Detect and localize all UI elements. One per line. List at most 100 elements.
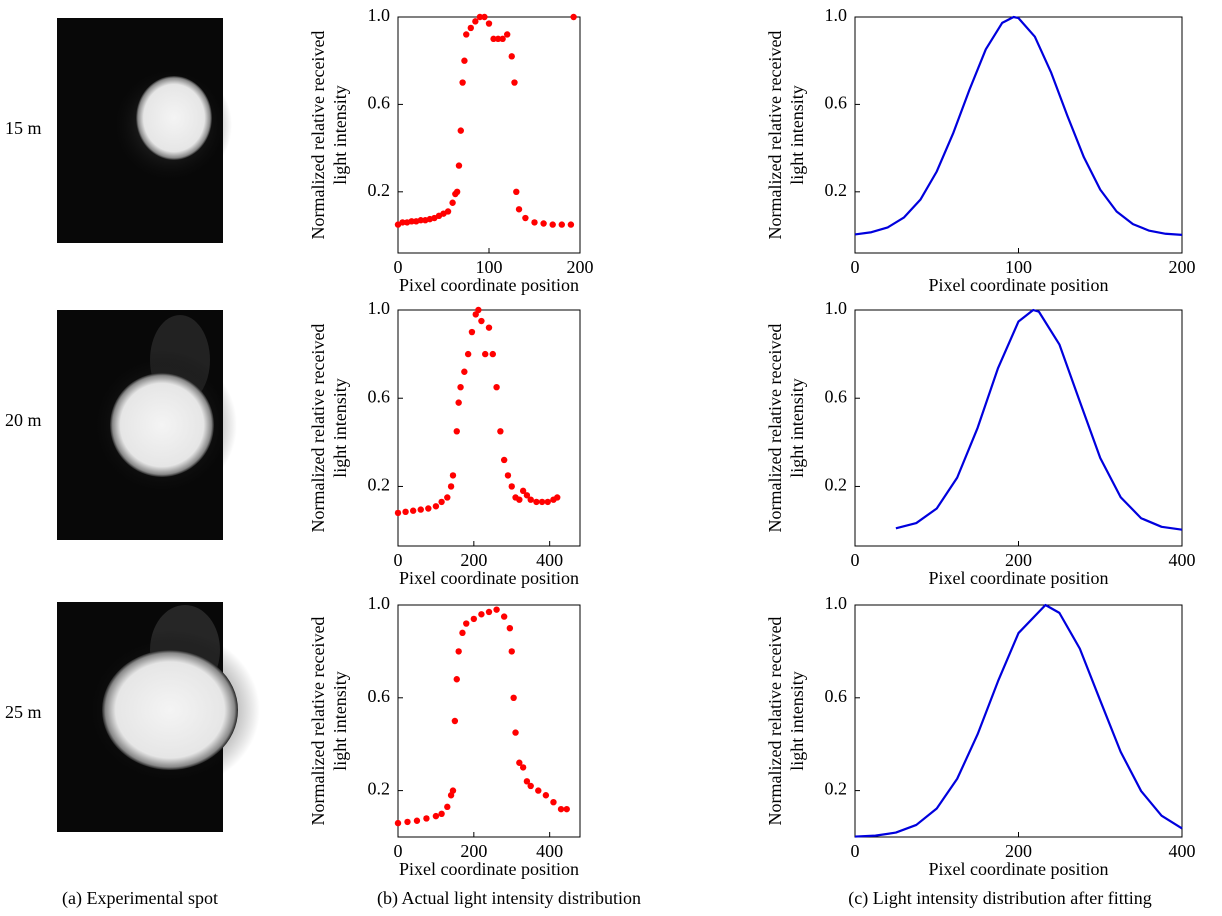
data-point [542, 792, 550, 799]
data-point [449, 472, 457, 479]
data-point [470, 615, 478, 623]
x-axis-label: Pixel coordinate position [929, 275, 1109, 295]
x-axis-label: Pixel coordinate position [929, 859, 1109, 879]
y-axis-label: Normalized relative received [765, 617, 785, 826]
data-point [519, 764, 527, 771]
x-tick-label: 200 [1169, 257, 1196, 277]
data-point [538, 498, 546, 506]
data-point [423, 815, 430, 822]
data-point [500, 613, 508, 620]
data-point [490, 35, 497, 43]
y-tick-label: 0.6 [368, 386, 391, 406]
row-label: 20 m [5, 410, 42, 430]
caption: (c) Light intensity distribution after f… [848, 888, 1151, 909]
data-point [478, 317, 485, 325]
data-point [523, 778, 531, 785]
data-point [497, 428, 504, 435]
data-point [457, 127, 464, 134]
y-axis-label: light intensity [330, 85, 350, 185]
data-point [394, 819, 402, 827]
data-point [409, 507, 417, 514]
data-point [485, 324, 493, 331]
data-point [444, 494, 451, 501]
data-point [554, 494, 561, 501]
data-point [468, 328, 476, 336]
x-axis-label: Pixel coordinate position [399, 275, 579, 295]
data-point [544, 498, 551, 506]
y-axis-label: Normalized relative received [308, 617, 328, 826]
data-point [438, 810, 445, 817]
data-point [512, 729, 519, 736]
y-tick-label: 0.2 [368, 475, 391, 495]
data-point [493, 606, 500, 613]
caption: (b) Actual light intensity distribution [377, 888, 641, 909]
fit-line [895, 308, 1183, 531]
y-tick-label: 0.2 [368, 180, 391, 200]
y-tick-label: 0.2 [825, 180, 848, 200]
y-axis-label: light intensity [330, 671, 350, 771]
data-point [438, 498, 445, 506]
data-point [453, 428, 460, 435]
data-point [399, 219, 406, 226]
fit-line [854, 603, 1183, 838]
data-point [489, 350, 496, 358]
y-tick-label: 0.2 [368, 779, 391, 799]
data-point [453, 188, 461, 196]
x-tick-label: 200 [460, 841, 487, 861]
caption: (a) Experimental spot [62, 888, 218, 909]
data-point [527, 782, 534, 790]
y-axis-label: Normalized relative received [308, 324, 328, 533]
x-tick-label: 0 [851, 550, 860, 570]
plot-frame [397, 604, 581, 838]
data-point [432, 503, 440, 510]
spot-image [57, 18, 232, 243]
y-axis-label: Normalized relative received [308, 31, 328, 240]
data-point [425, 505, 432, 512]
data-point [455, 399, 462, 406]
data-point [432, 812, 440, 820]
data-point [493, 383, 500, 391]
data-point [510, 694, 517, 701]
y-axis-label: light intensity [787, 671, 807, 771]
x-tick-label: 400 [1169, 841, 1196, 861]
data-point [463, 620, 470, 627]
data-point [494, 35, 502, 43]
x-tick-label: 200 [567, 257, 594, 277]
y-axis-label: light intensity [787, 85, 807, 185]
x-axis-label: Pixel coordinate position [929, 568, 1109, 588]
data-point [478, 611, 485, 618]
spot-image [57, 602, 260, 832]
data-point [516, 496, 523, 503]
y-tick-label: 0.2 [825, 779, 848, 799]
data-point [449, 787, 457, 794]
data-point [499, 35, 506, 43]
data-point [500, 456, 508, 464]
data-point [519, 487, 527, 495]
data-point [558, 221, 565, 228]
data-point [527, 496, 534, 503]
data-point [451, 717, 459, 725]
data-point [449, 199, 456, 206]
data-point [461, 57, 468, 64]
data-point [550, 799, 557, 806]
x-tick-label: 0 [394, 841, 403, 861]
x-tick-label: 0 [394, 550, 403, 570]
x-tick-label: 200 [1005, 841, 1032, 861]
data-point [504, 31, 511, 38]
data-point [459, 79, 466, 86]
data-point [508, 648, 515, 655]
x-tick-label: 400 [536, 550, 563, 570]
data-point [453, 676, 460, 683]
fit-line [854, 15, 1183, 236]
data-point [402, 508, 409, 516]
x-tick-label: 0 [851, 257, 860, 277]
x-axis-label: Pixel coordinate position [399, 859, 579, 879]
y-tick-label: 0.6 [368, 686, 391, 706]
x-tick-label: 100 [1005, 257, 1032, 277]
y-tick-label: 0.6 [368, 93, 391, 113]
data-point [485, 20, 493, 27]
x-tick-label: 200 [460, 550, 487, 570]
y-tick-label: 1.0 [368, 5, 391, 25]
y-axis-label: Normalized relative received [765, 31, 785, 240]
spot-image [57, 310, 237, 540]
